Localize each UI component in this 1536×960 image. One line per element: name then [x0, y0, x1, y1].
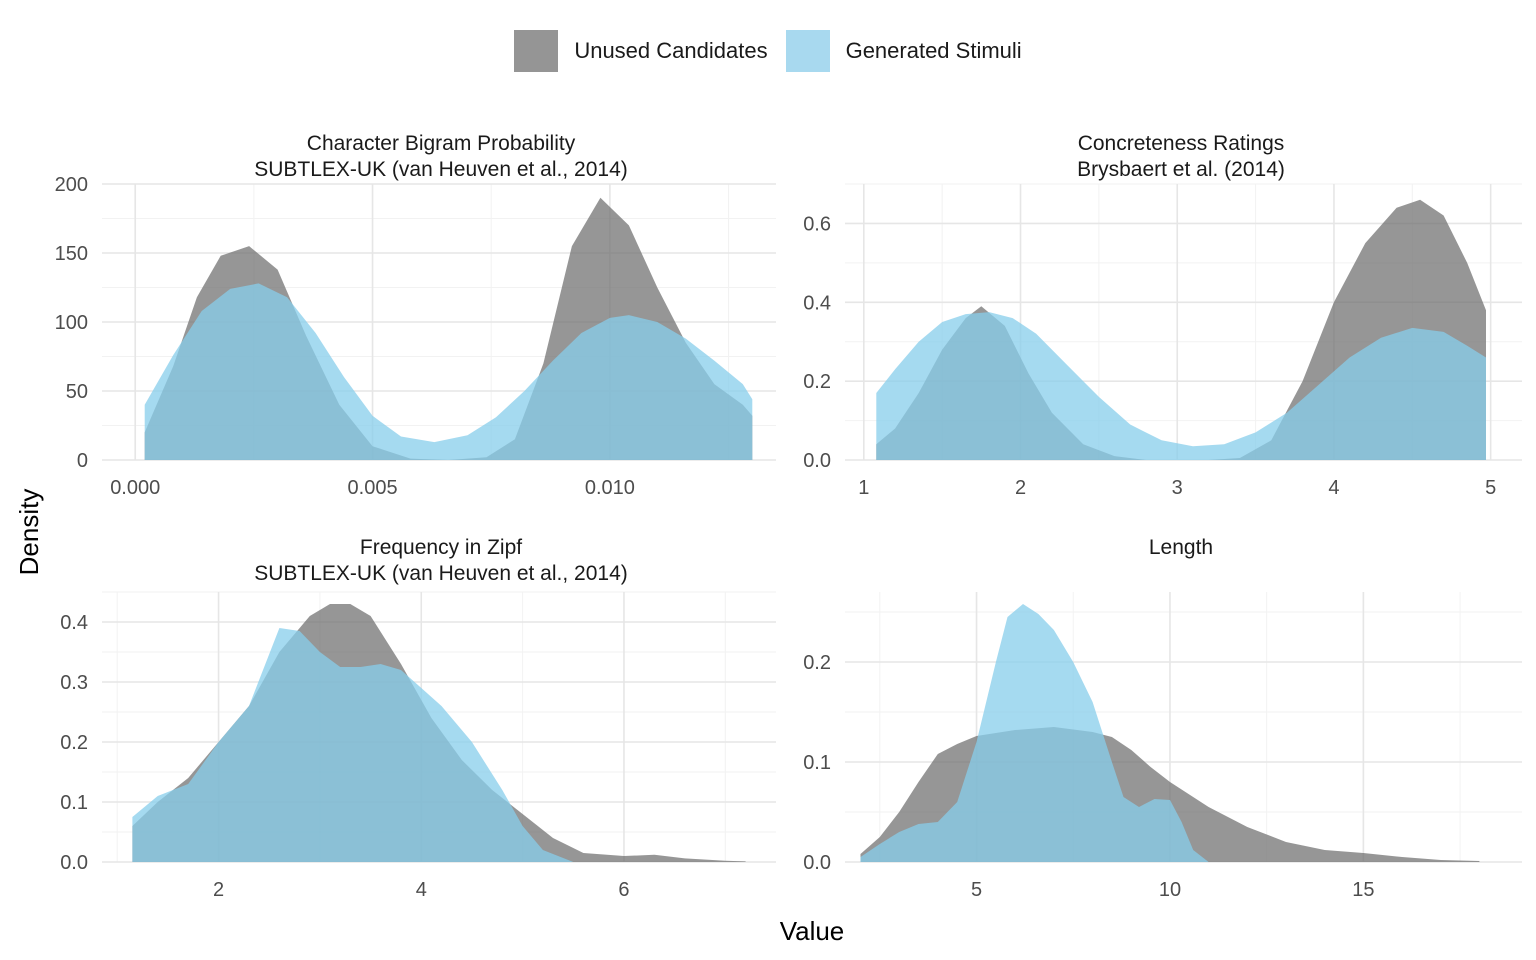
facet-title: Concreteness Ratings: [1078, 132, 1285, 155]
y-tick-label: 150: [55, 243, 88, 265]
facet-subtitle: SUBTLEX-UK (van Heuven et al., 2014): [254, 158, 628, 181]
x-tick-label: 3: [1172, 477, 1183, 499]
legend-item-unused: Unused Candidates: [514, 30, 768, 72]
y-tick-label: 0.2: [60, 732, 88, 754]
y-tick-label: 100: [55, 312, 88, 334]
x-tick-label: 2: [1015, 477, 1026, 499]
facet-panel-2: 1 2 3 4 5 0.0 0.2 0.4 0.6 Concreteness Ratings Bry…: [803, 132, 1522, 499]
y-axis-title: Density: [14, 489, 44, 576]
x-tick-label: 4: [1328, 477, 1339, 499]
x-tick-label: 15: [1352, 879, 1374, 901]
y-tick-label: 0.1: [60, 792, 88, 814]
y-tick-label: 0.3: [60, 672, 88, 694]
density-area-generated: [876, 312, 1486, 460]
legend-item-generated: Generated Stimuli: [785, 30, 1022, 72]
x-tick-label: 6: [618, 879, 629, 901]
facet-panel-4: 5 10 15 0.0 0.1 0.2 Length: [803, 536, 1522, 901]
legend: Unused Candidates Generated Stimuli: [0, 30, 1536, 72]
facet-title: Length: [1149, 536, 1213, 559]
y-tick-label: 0: [77, 450, 88, 472]
y-tick-label: 50: [66, 381, 88, 403]
x-tick-label: 5: [1485, 477, 1496, 499]
legend-label-generated: Generated Stimuli: [845, 38, 1022, 63]
x-tick-label: 5: [971, 879, 982, 901]
x-axis-title: Value: [780, 916, 845, 946]
y-tick-label: 0.4: [60, 612, 88, 634]
x-tick-label: 0.010: [585, 477, 635, 499]
density-area-generated: [132, 628, 574, 862]
facet-panel-1: 0.000 0.005 0.010 0 50 100 150 200 Character Big…: [55, 132, 776, 499]
y-tick-label: 0.2: [803, 652, 831, 674]
y-tick-label: 0.2: [803, 371, 831, 393]
x-tick-label: 0.005: [348, 477, 398, 499]
x-tick-label: 10: [1159, 879, 1181, 901]
y-tick-label: 0.0: [60, 852, 88, 874]
facet-title: Frequency in Zipf: [360, 536, 522, 559]
y-tick-label: 0.6: [803, 213, 831, 235]
density-area-generated: [144, 283, 753, 460]
y-tick-label: 0.1: [803, 752, 831, 774]
legend-label-unused: Unused Candidates: [574, 38, 768, 63]
legend-swatch-generated: [785, 30, 830, 72]
x-tick-label: 2: [213, 879, 224, 901]
facet-panel-3: 2 4 6 0.0 0.1 0.2 0.3 0.4 Frequency in Zipf SUBTL…: [60, 536, 776, 901]
x-tick-label: 4: [416, 879, 427, 901]
y-tick-label: 0.4: [803, 292, 831, 314]
facet-subtitle: SUBTLEX-UK (van Heuven et al., 2014): [254, 562, 628, 585]
legend-swatch-unused: [514, 30, 559, 72]
x-tick-label: 0.000: [110, 477, 160, 499]
y-tick-label: 200: [55, 174, 88, 196]
density-area-generated: [860, 604, 1209, 862]
y-tick-label: 0.0: [803, 852, 831, 874]
facet-subtitle: Brysbaert et al. (2014): [1077, 158, 1285, 181]
x-tick-label: 1: [858, 477, 869, 499]
facet-title: Character Bigram Probability: [307, 132, 576, 155]
y-tick-label: 0.0: [803, 450, 831, 472]
